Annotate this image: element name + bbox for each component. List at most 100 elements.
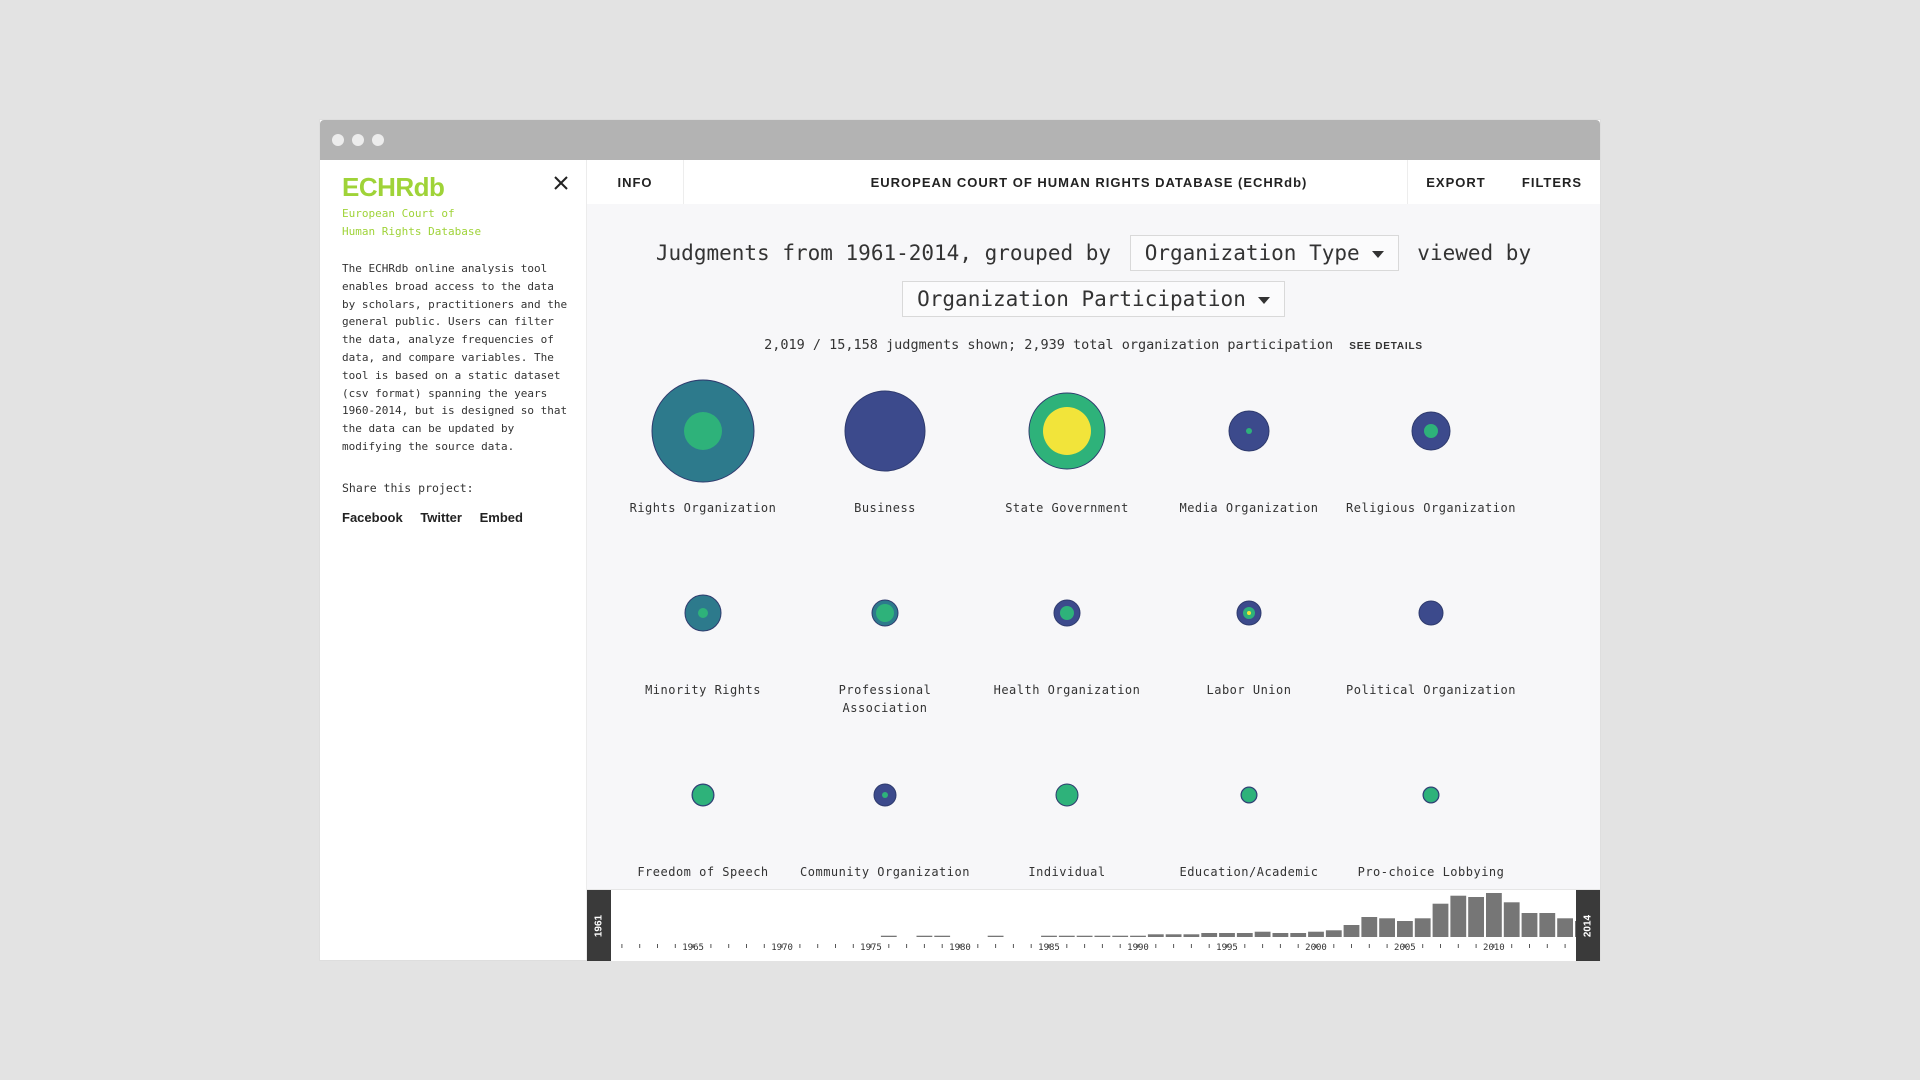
- timeline-year-label: 1970: [771, 943, 793, 953]
- share-twitter-link[interactable]: Twitter: [420, 510, 462, 525]
- timeline-year-label: 1985: [1038, 943, 1060, 953]
- timeline-bar: [934, 935, 951, 937]
- bubble-middle: [1043, 407, 1091, 455]
- timeline-bar: [1094, 935, 1111, 937]
- timeline-year-label: 1990: [1127, 943, 1149, 953]
- timeline-bar: [916, 935, 933, 937]
- bubble-cell[interactable]: Education/Academic: [1158, 724, 1340, 884]
- bubble-cell[interactable]: Professional Association: [794, 542, 976, 715]
- timeline-bar: [1165, 934, 1182, 937]
- bubble-cell[interactable]: State Government: [976, 360, 1158, 520]
- bubble-cell[interactable]: Health Organization: [976, 542, 1158, 702]
- logo-subtitle: European Court of Human Rights Database: [342, 205, 542, 241]
- share-facebook-link[interactable]: Facebook: [342, 510, 403, 525]
- bubble-svg: [871, 599, 899, 627]
- year-range-timeline[interactable]: 1965 1970 1975 1980 1985 1990 1995 2000 2005 2010…: [587, 889, 1600, 961]
- bubble-cell[interactable]: Business: [794, 360, 976, 520]
- about-text: The ECHRdb online analysis tool enables …: [342, 262, 568, 453]
- results-summary: 2,019 / 15,158 judgments shown; 2,939 to…: [587, 337, 1600, 353]
- info-tab[interactable]: INFO: [587, 160, 684, 204]
- timeline-bar: [1290, 933, 1307, 937]
- bubble-svg: [684, 594, 722, 632]
- bubble-svg: [844, 390, 926, 472]
- viewed-by-dropdown[interactable]: Organization Participation: [902, 281, 1285, 317]
- bubble-label: Political Organization: [1346, 683, 1516, 697]
- timeline-bar: [1450, 895, 1467, 937]
- bubble-label: Religious Organization: [1346, 501, 1516, 515]
- timeline-bar: [1397, 921, 1413, 937]
- bubble-middle: [1242, 788, 1256, 802]
- timeline-bar: [1432, 903, 1449, 937]
- bubble-label: Health Organization: [993, 683, 1141, 697]
- bubble-svg: [651, 379, 755, 483]
- timeline-bar: [1219, 933, 1235, 937]
- timeline-bar: [1521, 913, 1538, 937]
- bubble-label: Labor Union: [1206, 683, 1292, 697]
- bubble-cell[interactable]: Individual: [976, 724, 1158, 884]
- window-minimize-dot[interactable]: [352, 134, 364, 146]
- share-links: Facebook Twitter Embed: [342, 510, 537, 525]
- window-close-dot[interactable]: [332, 134, 344, 146]
- logo-subtitle-line-1: European Court of: [342, 207, 455, 220]
- timeline-bar: [1325, 930, 1342, 937]
- query-prefix: Judgments from 1961-2014, grouped by: [655, 241, 1112, 265]
- timeline-bar: [1361, 917, 1378, 937]
- share-embed-link[interactable]: Embed: [479, 510, 523, 525]
- timeline-bar: [880, 935, 897, 937]
- viewed-by-value: Organization Participation: [917, 287, 1246, 311]
- timeline-bar: [1468, 897, 1484, 937]
- timeline-histogram: 1965 1970 1975 1980 1985 1990 1995 2000 2005 2010: [621, 893, 1591, 953]
- timeline-bar: [1058, 935, 1075, 937]
- bubble-middle: [1424, 788, 1438, 802]
- logo-subtitle-line-2: Human Rights Database: [342, 225, 482, 238]
- bubble-cell[interactable]: Rights Organization: [612, 360, 794, 520]
- timeline-end-handle[interactable]: 2014: [1576, 890, 1600, 961]
- bubble-cell[interactable]: Media Organization: [1158, 360, 1340, 520]
- group-by-value: Organization Type: [1144, 241, 1360, 265]
- summary-text: 2,019 / 15,158 judgments shown; 2,939 to…: [764, 337, 1334, 353]
- bubble-svg: [1028, 392, 1106, 470]
- timeline-bar: [1130, 935, 1146, 937]
- bubble-cell[interactable]: Labor Union: [1158, 542, 1340, 702]
- bubble-inner: [1247, 611, 1251, 615]
- bubble-label: Minority Rights: [645, 683, 761, 697]
- see-details-link[interactable]: SEE DETAILS: [1349, 341, 1423, 352]
- window-titlebar: [320, 120, 1600, 160]
- group-by-dropdown[interactable]: Organization Type: [1129, 235, 1399, 271]
- close-icon[interactable]: [550, 172, 572, 194]
- bubble-label: Business: [854, 501, 916, 515]
- bubble-label: Education/Academic: [1179, 865, 1319, 879]
- export-button[interactable]: EXPORT: [1407, 160, 1504, 204]
- timeline-bar: [1201, 933, 1218, 937]
- query-middle: viewed by: [1417, 241, 1532, 265]
- timeline-end-label: 2014: [1582, 914, 1594, 937]
- bubble-label: State Government: [1005, 501, 1129, 515]
- timeline-bar: [1236, 933, 1253, 937]
- bubble-svg: [1236, 600, 1262, 626]
- chevron-down-icon: [1257, 296, 1270, 304]
- bubble-cell[interactable]: Political Organization: [1340, 542, 1522, 702]
- window-maximize-dot[interactable]: [372, 134, 384, 146]
- timeline-year-label: 2005: [1394, 943, 1416, 953]
- timeline-year-label: 2000: [1305, 943, 1327, 953]
- bubble-cell[interactable]: Freedom of Speech: [612, 724, 794, 884]
- bubble-cell[interactable]: Pro-choice Lobbying: [1340, 724, 1522, 884]
- bubble-svg: [1055, 783, 1079, 807]
- timeline-bar: [1343, 925, 1360, 937]
- bubble-cell[interactable]: Religious Organization: [1340, 360, 1522, 520]
- bubble-outer: [1418, 600, 1444, 626]
- filters-button[interactable]: FILTERS: [1521, 174, 1583, 190]
- timeline-start-handle[interactable]: 1961: [587, 890, 611, 961]
- bubble-label: Pro-choice Lobbying: [1357, 865, 1505, 879]
- query-sentence: Judgments from 1961-2014, grouped by Org…: [587, 230, 1600, 322]
- timeline-bar: [1414, 918, 1431, 937]
- timeline-year-label: 1975: [860, 943, 882, 953]
- timeline-bar: [1254, 931, 1271, 937]
- timeline-bar: [1503, 902, 1520, 937]
- timeline-bar: [1041, 935, 1057, 937]
- bubble-cell[interactable]: Community Organization: [794, 724, 976, 884]
- bubble-middle: [1060, 606, 1074, 620]
- timeline-bar: [1486, 893, 1502, 937]
- bubble-svg: [1053, 599, 1081, 627]
- bubble-cell[interactable]: Minority Rights: [612, 542, 794, 702]
